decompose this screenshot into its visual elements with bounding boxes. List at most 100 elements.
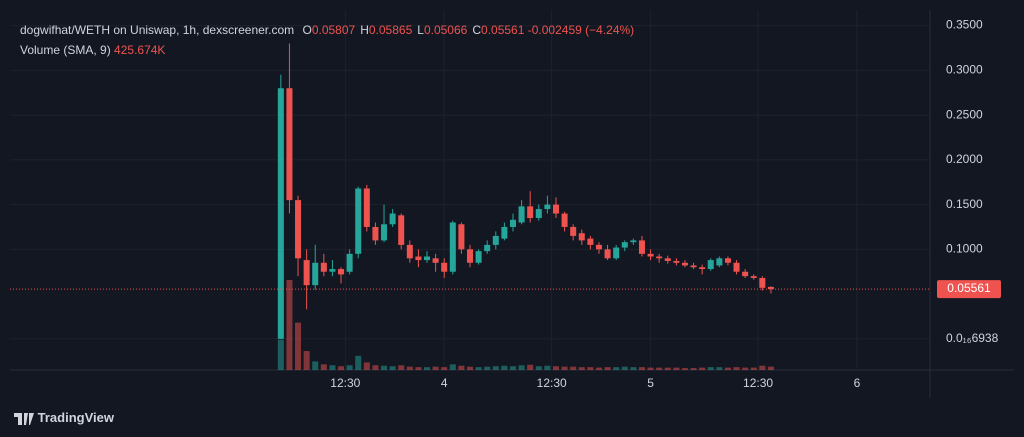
candle-body xyxy=(544,204,551,210)
volume-bar xyxy=(398,365,405,370)
volume-title: Volume (SMA, 9) xyxy=(20,43,111,57)
candle-body xyxy=(346,253,353,272)
volume-bar xyxy=(415,367,422,370)
ohlc-key: H xyxy=(360,23,369,37)
volume-bar xyxy=(544,365,551,370)
volume-bar xyxy=(647,367,654,370)
volume-bar xyxy=(604,367,611,370)
volume-bar xyxy=(716,367,723,370)
volume-bar xyxy=(355,355,362,370)
volume-bar xyxy=(312,361,319,370)
candle-body xyxy=(303,260,310,286)
candle-body xyxy=(492,235,499,245)
candle-body xyxy=(484,244,491,252)
candle-body xyxy=(277,88,284,339)
volume-bar xyxy=(673,367,680,370)
ohlc-value: 0.05807 xyxy=(311,23,356,37)
y-tick-label: 0.3500 xyxy=(946,18,983,32)
volume-bar xyxy=(441,367,448,370)
volume-bar xyxy=(329,365,336,370)
ohlc-key: O xyxy=(302,23,312,37)
volume-bar xyxy=(346,365,353,370)
y-tick-label: 0.1000 xyxy=(946,242,983,256)
candle-body xyxy=(759,277,766,288)
candle-body xyxy=(578,233,585,241)
candle-body xyxy=(295,200,302,259)
candle-body xyxy=(509,219,516,227)
volume-bar xyxy=(320,364,327,370)
candle-body xyxy=(372,226,379,241)
volume-bar xyxy=(733,367,740,370)
volume-bar xyxy=(449,364,456,370)
x-tick-label: 12:30 xyxy=(330,376,360,390)
candle-body xyxy=(363,188,370,227)
candle-body xyxy=(320,262,327,272)
volume-bar xyxy=(656,367,663,370)
volume-bar xyxy=(338,366,345,370)
candle-body xyxy=(552,204,559,214)
candle-body xyxy=(441,262,448,272)
candle-body xyxy=(329,269,336,272)
ohlc-value: 0.05066 xyxy=(423,23,468,37)
candle-body xyxy=(458,224,465,250)
change: -0.002459 xyxy=(527,23,582,37)
candle-body xyxy=(647,253,654,257)
volume-bar xyxy=(303,351,310,370)
y-tick-label: 0.2000 xyxy=(946,152,983,166)
candle-body xyxy=(415,256,422,261)
volume-bar xyxy=(432,366,439,370)
volume-bar xyxy=(638,367,645,370)
ohlc-key: L xyxy=(417,23,424,37)
volume-bar xyxy=(759,365,766,370)
volume-bar xyxy=(518,365,525,370)
candle-body xyxy=(312,262,319,286)
candle-body xyxy=(630,240,637,243)
candle-body xyxy=(724,258,731,263)
brand: TradingView xyxy=(14,410,114,425)
candle-body xyxy=(716,258,723,266)
candle-body xyxy=(406,244,413,259)
candle-body xyxy=(527,206,534,219)
volume-bar xyxy=(295,322,302,370)
volume-bar xyxy=(484,366,491,370)
volume-bar xyxy=(578,367,585,370)
volume-bar xyxy=(595,367,602,370)
candle-body xyxy=(638,240,645,254)
volume-bar xyxy=(466,366,474,370)
volume-bar xyxy=(552,366,559,370)
candle-body xyxy=(750,276,757,278)
x-tick-label: 6 xyxy=(854,376,861,390)
x-tick-label: 4 xyxy=(441,376,448,390)
volume-bar xyxy=(381,365,388,370)
candle-body xyxy=(604,249,611,259)
x-tick-label: 12:30 xyxy=(743,376,773,390)
volume-bar xyxy=(613,367,620,370)
candle-body xyxy=(595,244,602,250)
volume-bar xyxy=(475,367,482,370)
volume-bar xyxy=(587,367,594,370)
x-tick-label: 12:30 xyxy=(537,376,567,390)
volume-bar xyxy=(277,339,284,370)
legend-row: dogwifhat/WETH on Uniswap, 1h, dexscreen… xyxy=(20,20,634,40)
volume-bar xyxy=(286,280,293,370)
volume-bar xyxy=(527,364,534,370)
legend: dogwifhat/WETH on Uniswap, 1h, dexscreen… xyxy=(20,20,634,60)
candle-body xyxy=(664,258,671,261)
candle-body xyxy=(355,188,362,254)
volume-bar xyxy=(458,365,465,370)
volume-bar xyxy=(492,366,499,370)
candle-body xyxy=(673,260,680,263)
volume-bar xyxy=(570,366,577,370)
ohlc-value: 0.05561 xyxy=(481,23,525,37)
change-pct: (−4.24%) xyxy=(585,23,635,37)
volume-bar xyxy=(509,366,516,370)
volume-bar xyxy=(750,367,757,370)
candle-body xyxy=(587,238,594,245)
ohlc-key: C xyxy=(472,23,482,37)
last-price-label: 0.05561 xyxy=(947,281,991,295)
volume-row: Volume (SMA, 9) 425.674K xyxy=(20,40,634,60)
candle-body xyxy=(475,251,482,263)
brand-text: TradingView xyxy=(37,410,114,425)
